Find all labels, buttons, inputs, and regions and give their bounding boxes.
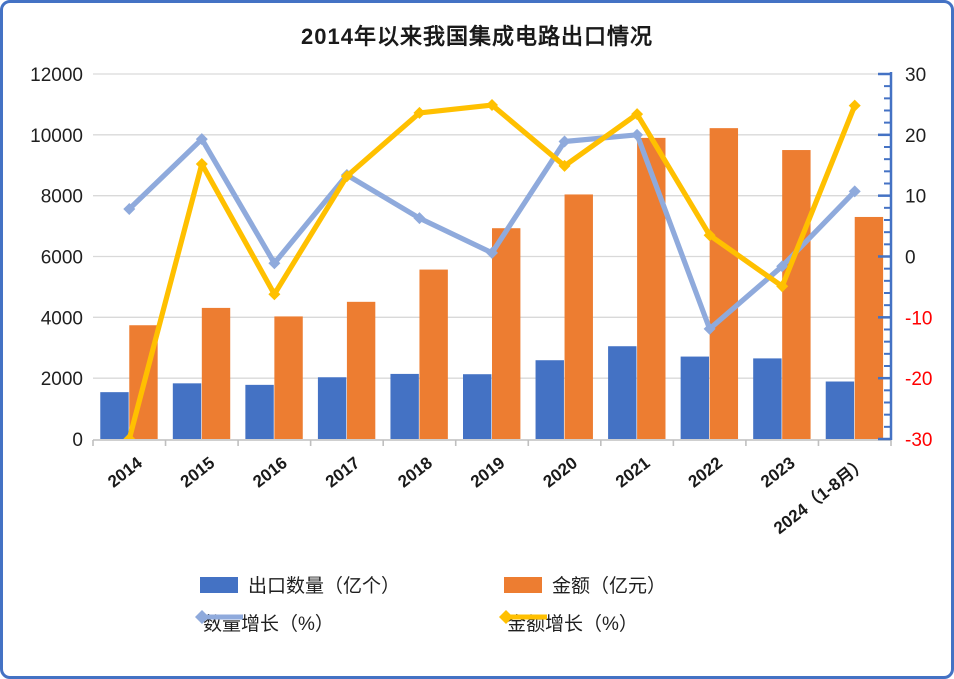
legend-label-amount: 金额（亿元） bbox=[552, 576, 667, 597]
bar-2018 bbox=[390, 373, 419, 439]
bar-2024（1-8月） bbox=[854, 216, 884, 439]
line-marker-2016 bbox=[268, 257, 281, 270]
right-axis-label: 30 bbox=[905, 65, 926, 86]
line-marker-2021 bbox=[631, 108, 644, 121]
x-axis-category-label: 2015 bbox=[177, 453, 219, 491]
chart-plot-area: 0 2000 4000 6000 8000 10000 12000 -30 -20 -10 0 10 2… bbox=[30, 65, 932, 538]
line-marker-2016 bbox=[268, 288, 281, 301]
chart-title: 2014年以来我国集成电路出口情况 bbox=[301, 24, 653, 49]
x-axis-category-label: 2019 bbox=[467, 453, 509, 491]
bar-2014 bbox=[100, 392, 129, 439]
right-axis-label: -10 bbox=[905, 308, 932, 329]
line-marker-2024（1-8月） bbox=[848, 99, 861, 112]
x-axis-category-label: 2016 bbox=[249, 453, 291, 491]
line-marker-2021 bbox=[631, 128, 644, 141]
line-marker-2019 bbox=[486, 99, 498, 112]
x-axis-category-label: 2018 bbox=[394, 453, 436, 491]
line-marker-2022 bbox=[703, 229, 716, 242]
right-axis-label: 20 bbox=[905, 126, 926, 147]
bar-2021 bbox=[608, 346, 637, 439]
line-marker-2015 bbox=[195, 158, 208, 171]
x-axis-category-label: 2021 bbox=[612, 453, 654, 491]
legend-label-quantity: 出口数量（亿个） bbox=[248, 576, 401, 597]
bar-2023 bbox=[782, 150, 811, 439]
right-axis-label: 0 bbox=[905, 248, 916, 269]
legend-swatch-quantity-bar bbox=[200, 576, 238, 593]
legend-swatch-amount-bar bbox=[504, 576, 542, 593]
bar-2019 bbox=[492, 228, 521, 439]
line-marker-2014 bbox=[123, 203, 136, 216]
bar-2016 bbox=[245, 384, 274, 439]
bar-2017 bbox=[346, 301, 376, 439]
line-marker-2023 bbox=[776, 280, 789, 293]
bar-2015 bbox=[201, 307, 231, 439]
left-axis-label: 8000 bbox=[41, 187, 83, 208]
x-axis-category-label: 2017 bbox=[322, 453, 364, 491]
x-axis-category-label: 2020 bbox=[540, 453, 582, 491]
left-axis-label: 4000 bbox=[41, 308, 83, 329]
line-marker-2020 bbox=[558, 135, 571, 148]
line-marker-2017 bbox=[340, 170, 353, 183]
bar-2021 bbox=[637, 137, 666, 439]
line-marker-2019 bbox=[486, 246, 498, 259]
legend-item-quantity-growth: 数量增长（%） bbox=[193, 609, 334, 636]
bar-2024（1-8月） bbox=[825, 381, 855, 439]
bar-2022 bbox=[709, 128, 739, 439]
right-axis-label: -20 bbox=[905, 369, 932, 390]
bar-2020 bbox=[564, 194, 593, 439]
x-axis-category-label: 2023 bbox=[757, 453, 799, 491]
left-axis-label: 6000 bbox=[41, 248, 83, 269]
left-axis-label: 0 bbox=[72, 430, 83, 451]
x-axis-category-label: 2022 bbox=[685, 453, 727, 491]
legend-item-export-quantity: 出口数量（亿个） bbox=[200, 571, 400, 598]
line-marker-2018 bbox=[413, 212, 426, 225]
bar-2016 bbox=[274, 316, 303, 439]
bar-2019 bbox=[463, 374, 492, 439]
line-marker-2018 bbox=[413, 106, 426, 119]
bar-2018 bbox=[419, 269, 448, 439]
left-axis-label: 10000 bbox=[30, 126, 83, 147]
legend-item-amount: 金额（亿元） bbox=[504, 571, 666, 598]
left-axis-label: 2000 bbox=[41, 369, 83, 390]
line-marker-2022 bbox=[703, 322, 716, 335]
bar-2015 bbox=[172, 383, 202, 439]
line-marker-2015 bbox=[195, 133, 208, 146]
line-marker-2020 bbox=[558, 159, 571, 172]
right-axis-label: -30 bbox=[905, 430, 932, 451]
right-axis-label: 10 bbox=[905, 187, 926, 208]
bar-2020 bbox=[535, 360, 564, 439]
x-axis-category-label: 2014 bbox=[104, 453, 146, 492]
line-marker-2024（1-8月） bbox=[848, 185, 861, 198]
bar-2023 bbox=[753, 358, 782, 439]
line-marker-2014 bbox=[123, 433, 136, 439]
left-axis-label: 12000 bbox=[30, 65, 83, 86]
legend-item-amount-growth: 金额增长（%） bbox=[497, 609, 638, 636]
line-marker-2023 bbox=[776, 260, 789, 273]
bar-2017 bbox=[317, 377, 347, 439]
bar-2022 bbox=[680, 356, 710, 439]
